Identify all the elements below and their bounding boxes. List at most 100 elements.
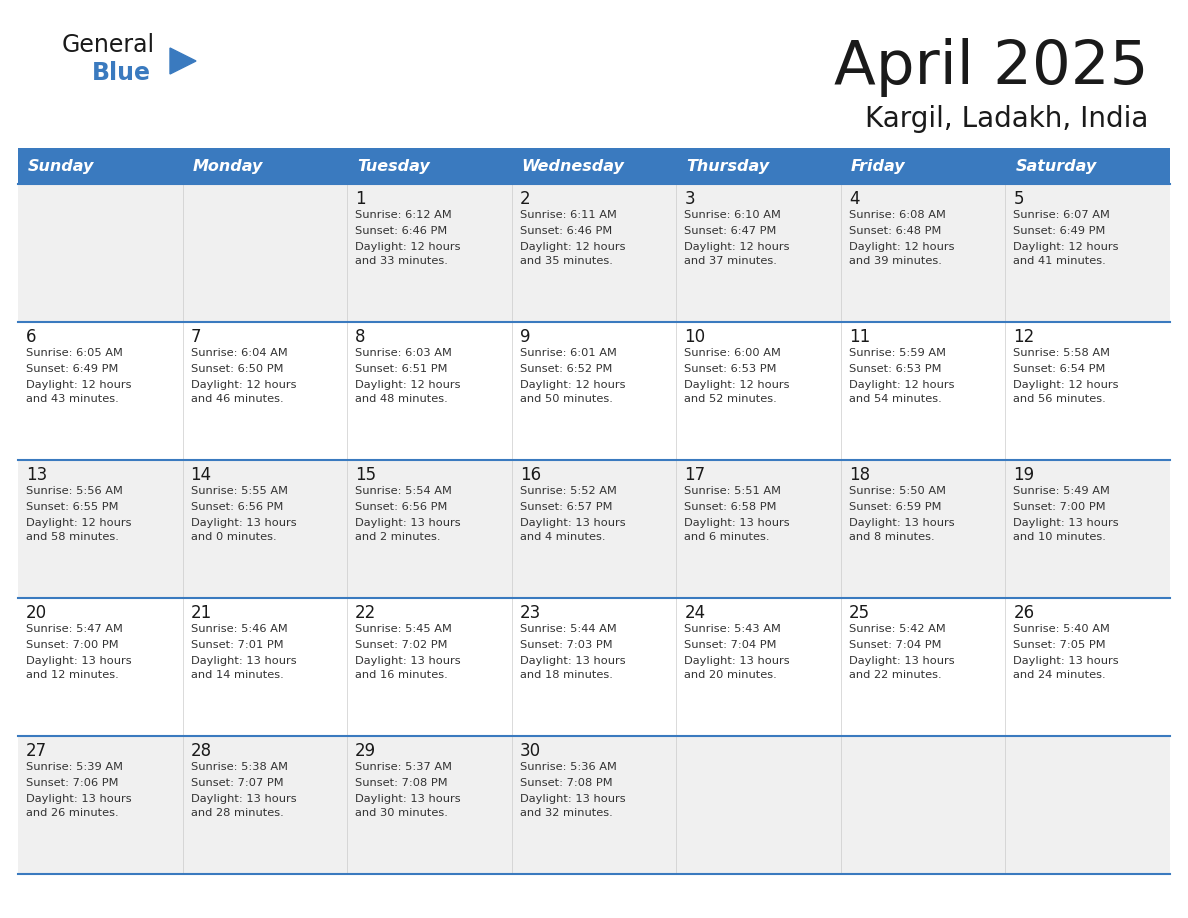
Text: Sunset: 7:00 PM: Sunset: 7:00 PM <box>1013 502 1106 512</box>
Text: Daylight: 13 hours
and 2 minutes.: Daylight: 13 hours and 2 minutes. <box>355 518 461 542</box>
Text: 23: 23 <box>519 604 541 622</box>
Text: Sunrise: 5:39 AM: Sunrise: 5:39 AM <box>26 762 124 772</box>
Text: Sunset: 6:57 PM: Sunset: 6:57 PM <box>519 502 612 512</box>
Text: Sunrise: 6:01 AM: Sunrise: 6:01 AM <box>519 348 617 358</box>
Text: Sunset: 6:54 PM: Sunset: 6:54 PM <box>1013 364 1106 374</box>
Text: Kargil, Ladakh, India: Kargil, Ladakh, India <box>865 105 1148 133</box>
Text: 20: 20 <box>26 604 48 622</box>
Text: Monday: Monday <box>192 159 263 174</box>
Text: Daylight: 12 hours
and 37 minutes.: Daylight: 12 hours and 37 minutes. <box>684 242 790 265</box>
Text: Sunrise: 5:50 AM: Sunrise: 5:50 AM <box>849 486 946 496</box>
Text: 18: 18 <box>849 466 870 484</box>
Text: Daylight: 13 hours
and 24 minutes.: Daylight: 13 hours and 24 minutes. <box>1013 656 1119 679</box>
Text: 29: 29 <box>355 742 377 760</box>
Text: Sunrise: 6:07 AM: Sunrise: 6:07 AM <box>1013 210 1111 220</box>
Bar <box>18 736 1170 874</box>
Text: Sunrise: 5:56 AM: Sunrise: 5:56 AM <box>26 486 122 496</box>
Text: Sunrise: 5:58 AM: Sunrise: 5:58 AM <box>1013 348 1111 358</box>
Bar <box>18 148 1170 184</box>
Text: Daylight: 12 hours
and 56 minutes.: Daylight: 12 hours and 56 minutes. <box>1013 380 1119 404</box>
Text: Sunrise: 5:55 AM: Sunrise: 5:55 AM <box>190 486 287 496</box>
Text: 11: 11 <box>849 328 870 346</box>
Text: Sunset: 6:46 PM: Sunset: 6:46 PM <box>355 226 448 236</box>
Text: Sunset: 6:49 PM: Sunset: 6:49 PM <box>26 364 119 374</box>
Text: Sunrise: 6:05 AM: Sunrise: 6:05 AM <box>26 348 122 358</box>
Text: Sunset: 6:58 PM: Sunset: 6:58 PM <box>684 502 777 512</box>
Text: Sunset: 7:04 PM: Sunset: 7:04 PM <box>849 640 941 650</box>
Text: Sunrise: 5:42 AM: Sunrise: 5:42 AM <box>849 624 946 634</box>
Text: 24: 24 <box>684 604 706 622</box>
Text: 6: 6 <box>26 328 37 346</box>
Bar <box>18 322 1170 460</box>
Text: Daylight: 13 hours
and 16 minutes.: Daylight: 13 hours and 16 minutes. <box>355 656 461 679</box>
Text: Daylight: 13 hours
and 10 minutes.: Daylight: 13 hours and 10 minutes. <box>1013 518 1119 542</box>
Text: Sunday: Sunday <box>29 159 94 174</box>
Text: April 2025: April 2025 <box>834 38 1148 97</box>
Text: 1: 1 <box>355 190 366 208</box>
Text: 5: 5 <box>1013 190 1024 208</box>
Text: Sunrise: 6:11 AM: Sunrise: 6:11 AM <box>519 210 617 220</box>
Text: Sunrise: 5:38 AM: Sunrise: 5:38 AM <box>190 762 287 772</box>
Text: Sunrise: 5:37 AM: Sunrise: 5:37 AM <box>355 762 453 772</box>
Text: Saturday: Saturday <box>1016 159 1097 174</box>
Text: 30: 30 <box>519 742 541 760</box>
Bar <box>18 184 1170 322</box>
Text: 9: 9 <box>519 328 530 346</box>
Text: Sunrise: 5:54 AM: Sunrise: 5:54 AM <box>355 486 451 496</box>
Text: Daylight: 13 hours
and 6 minutes.: Daylight: 13 hours and 6 minutes. <box>684 518 790 542</box>
Text: 28: 28 <box>190 742 211 760</box>
Text: Sunset: 7:01 PM: Sunset: 7:01 PM <box>190 640 283 650</box>
Text: 21: 21 <box>190 604 211 622</box>
Text: 10: 10 <box>684 328 706 346</box>
Text: Sunset: 6:52 PM: Sunset: 6:52 PM <box>519 364 612 374</box>
Text: Wednesday: Wednesday <box>522 159 625 174</box>
Text: Daylight: 13 hours
and 18 minutes.: Daylight: 13 hours and 18 minutes. <box>519 656 625 679</box>
Text: Sunrise: 5:44 AM: Sunrise: 5:44 AM <box>519 624 617 634</box>
Text: 15: 15 <box>355 466 377 484</box>
Text: Sunrise: 6:10 AM: Sunrise: 6:10 AM <box>684 210 782 220</box>
Text: Daylight: 13 hours
and 32 minutes.: Daylight: 13 hours and 32 minutes. <box>519 794 625 818</box>
Text: Sunrise: 5:51 AM: Sunrise: 5:51 AM <box>684 486 782 496</box>
Text: Sunset: 7:08 PM: Sunset: 7:08 PM <box>519 778 612 788</box>
Text: Daylight: 13 hours
and 26 minutes.: Daylight: 13 hours and 26 minutes. <box>26 794 132 818</box>
Text: Daylight: 12 hours
and 43 minutes.: Daylight: 12 hours and 43 minutes. <box>26 380 132 404</box>
Text: Sunset: 7:00 PM: Sunset: 7:00 PM <box>26 640 119 650</box>
Text: Daylight: 13 hours
and 8 minutes.: Daylight: 13 hours and 8 minutes. <box>849 518 954 542</box>
Text: Sunset: 7:08 PM: Sunset: 7:08 PM <box>355 778 448 788</box>
Text: Daylight: 13 hours
and 14 minutes.: Daylight: 13 hours and 14 minutes. <box>190 656 296 679</box>
Text: 13: 13 <box>26 466 48 484</box>
Text: Sunrise: 6:08 AM: Sunrise: 6:08 AM <box>849 210 946 220</box>
Text: Sunset: 6:49 PM: Sunset: 6:49 PM <box>1013 226 1106 236</box>
Text: 2: 2 <box>519 190 530 208</box>
Text: Sunrise: 5:40 AM: Sunrise: 5:40 AM <box>1013 624 1111 634</box>
Text: Daylight: 12 hours
and 46 minutes.: Daylight: 12 hours and 46 minutes. <box>190 380 296 404</box>
Text: Sunset: 6:47 PM: Sunset: 6:47 PM <box>684 226 777 236</box>
Polygon shape <box>170 48 196 74</box>
Text: 8: 8 <box>355 328 366 346</box>
Text: Sunset: 6:55 PM: Sunset: 6:55 PM <box>26 502 119 512</box>
Text: 7: 7 <box>190 328 201 346</box>
Text: Sunset: 7:02 PM: Sunset: 7:02 PM <box>355 640 448 650</box>
Text: Daylight: 12 hours
and 33 minutes.: Daylight: 12 hours and 33 minutes. <box>355 242 461 265</box>
Text: Sunset: 6:56 PM: Sunset: 6:56 PM <box>190 502 283 512</box>
Text: Sunset: 6:59 PM: Sunset: 6:59 PM <box>849 502 941 512</box>
Text: Daylight: 12 hours
and 58 minutes.: Daylight: 12 hours and 58 minutes. <box>26 518 132 542</box>
Text: Daylight: 12 hours
and 48 minutes.: Daylight: 12 hours and 48 minutes. <box>355 380 461 404</box>
Text: Sunset: 6:48 PM: Sunset: 6:48 PM <box>849 226 941 236</box>
Text: Daylight: 12 hours
and 41 minutes.: Daylight: 12 hours and 41 minutes. <box>1013 242 1119 265</box>
Text: Sunset: 6:53 PM: Sunset: 6:53 PM <box>684 364 777 374</box>
Text: 12: 12 <box>1013 328 1035 346</box>
Text: Sunrise: 5:52 AM: Sunrise: 5:52 AM <box>519 486 617 496</box>
Text: Sunrise: 6:12 AM: Sunrise: 6:12 AM <box>355 210 451 220</box>
Text: Daylight: 12 hours
and 54 minutes.: Daylight: 12 hours and 54 minutes. <box>849 380 954 404</box>
Text: Sunset: 6:56 PM: Sunset: 6:56 PM <box>355 502 448 512</box>
Text: Sunset: 6:53 PM: Sunset: 6:53 PM <box>849 364 941 374</box>
Text: Sunrise: 6:00 AM: Sunrise: 6:00 AM <box>684 348 782 358</box>
Text: Sunrise: 5:46 AM: Sunrise: 5:46 AM <box>190 624 287 634</box>
Text: General: General <box>62 33 156 57</box>
Text: Sunset: 7:03 PM: Sunset: 7:03 PM <box>519 640 612 650</box>
Text: Sunset: 6:46 PM: Sunset: 6:46 PM <box>519 226 612 236</box>
Text: 17: 17 <box>684 466 706 484</box>
Text: Sunset: 7:05 PM: Sunset: 7:05 PM <box>1013 640 1106 650</box>
Text: Daylight: 12 hours
and 52 minutes.: Daylight: 12 hours and 52 minutes. <box>684 380 790 404</box>
